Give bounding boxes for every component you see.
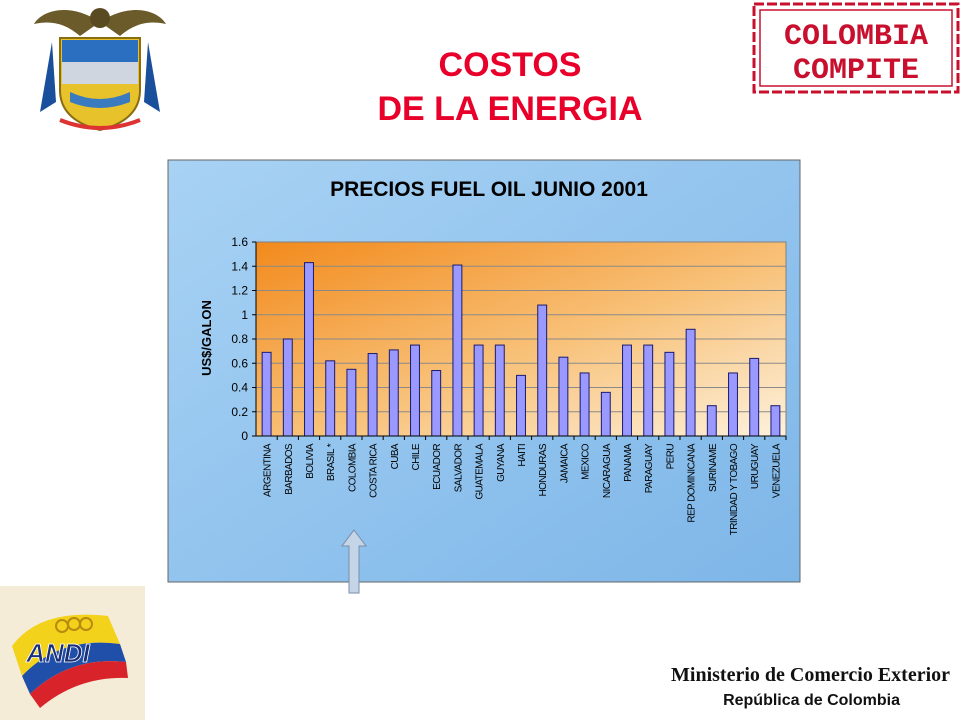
x-tick-label: COLOMBIA — [347, 443, 358, 492]
y-tick-label: 1 — [241, 308, 248, 322]
y-axis-label: US$/GALON — [199, 300, 214, 376]
bar — [494, 344, 505, 437]
bar — [388, 349, 399, 437]
bar — [325, 360, 336, 437]
bar — [473, 344, 484, 437]
x-tick-label: PERU — [665, 444, 676, 470]
slide-title-line2: DE LA ENERGIA — [377, 90, 643, 128]
bar — [622, 344, 632, 437]
x-tick-label: GUATEMALA — [475, 443, 486, 499]
x-tick-label: NICARAGUA — [602, 443, 613, 498]
y-tick-label: 1.6 — [231, 235, 248, 249]
bar — [600, 391, 611, 437]
y-tick-label: 1.2 — [231, 284, 248, 298]
y-tick-label: 0.4 — [231, 381, 248, 395]
bar — [261, 351, 272, 437]
x-tick-label: JAMAICA — [559, 443, 570, 483]
y-tick-label: 0.6 — [231, 356, 248, 370]
slide-title-line1: COSTOS — [438, 46, 582, 84]
x-tick-label: REP DOMINICANA — [687, 443, 698, 523]
x-tick-label: PANAMA — [623, 443, 634, 482]
y-tick-label: 0.2 — [231, 405, 248, 419]
bar — [558, 356, 569, 437]
bar — [452, 264, 463, 437]
bar — [367, 353, 378, 437]
y-tick-label: 0 — [241, 429, 248, 443]
bar — [643, 344, 654, 437]
bar — [706, 405, 717, 437]
colombia-coat-of-arms-icon — [34, 8, 166, 132]
bar — [431, 370, 442, 437]
bar — [346, 368, 357, 437]
bar — [728, 372, 738, 437]
andi-logo: ANDI — [0, 586, 145, 720]
chart-title: PRECIOS FUEL OIL JUNIO 2001 — [330, 178, 648, 201]
bar — [749, 357, 760, 437]
x-tick-label: ARGENTINA — [263, 443, 274, 497]
stamp-line1: COLOMBIA — [784, 20, 928, 54]
bar — [410, 344, 420, 437]
y-tick-label: 1.4 — [231, 259, 248, 273]
x-tick-label: MEXICO — [581, 443, 592, 480]
bar — [685, 328, 696, 437]
bar — [579, 372, 590, 437]
bar — [664, 351, 675, 437]
footer-ministry: Ministerio de Comercio Exterior — [671, 664, 950, 686]
x-tick-label: BRASIL * — [326, 443, 337, 481]
x-tick-label: CHILE — [411, 443, 422, 470]
x-tick-label: SURINAME — [708, 443, 719, 492]
x-tick-label: PARAGUAY — [644, 443, 655, 493]
x-tick-label: BOLIVIA — [305, 443, 316, 479]
x-tick-label: BARBADOS — [284, 443, 295, 495]
bar — [770, 405, 781, 437]
x-tick-label: CUBA — [390, 443, 401, 469]
bar — [537, 304, 548, 437]
andi-logo-text: ANDI — [25, 638, 90, 668]
x-tick-label: URUGUAY — [750, 443, 761, 489]
bar — [516, 374, 526, 437]
y-tick-label: 0.8 — [231, 332, 248, 346]
bar — [304, 262, 314, 437]
colombia-compite-logo: COLOMBIA COMPITE — [752, 2, 960, 94]
x-tick-label: SALVADOR — [453, 444, 464, 493]
footer-country: República de Colombia — [723, 692, 900, 709]
bar — [282, 338, 293, 437]
x-tick-label: GUYANA — [496, 443, 507, 482]
x-tick-label: ECUADOR — [432, 444, 443, 490]
x-tick-label: COSTA RICA — [369, 443, 380, 498]
x-tick-label: TRINIDAD Y TOBAGO — [729, 443, 740, 535]
x-tick-label: HAITI — [517, 444, 528, 467]
x-tick-label: HONDURAS — [538, 443, 549, 496]
stamp-line2: COMPITE — [793, 54, 919, 88]
x-tick-label: VENEZUELA — [771, 443, 782, 498]
